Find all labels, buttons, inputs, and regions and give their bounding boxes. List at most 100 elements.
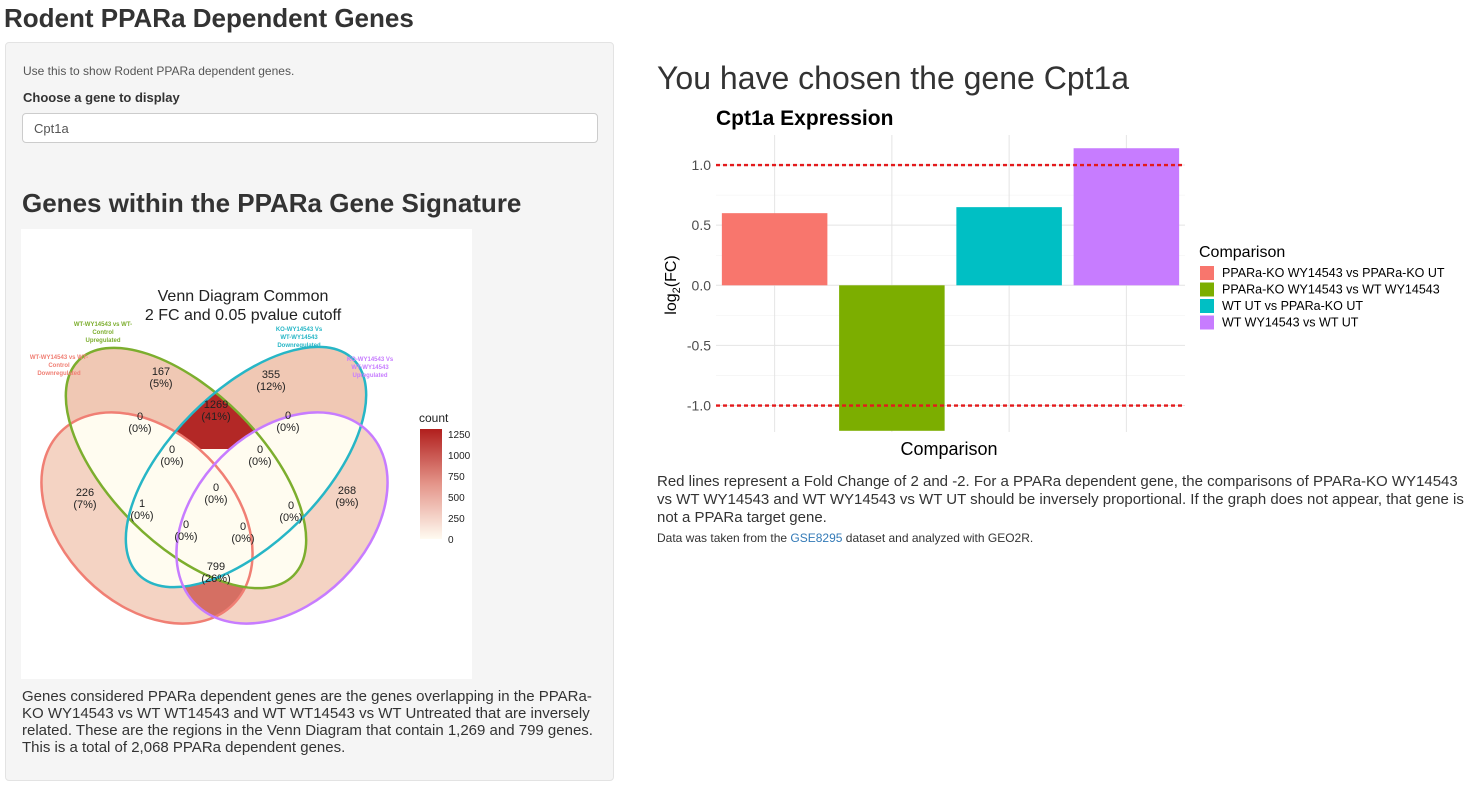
data-source-text: Data was taken from the GSE8295 dataset …: [657, 531, 1033, 545]
venn-set-outline: [64, 346, 308, 590]
svg-text:226: 226: [76, 487, 94, 499]
y-tick-label: 0.5: [692, 217, 712, 233]
svg-text:(0%): (0%): [248, 456, 271, 468]
gse8295-link[interactable]: GSE8295: [790, 531, 843, 545]
legend-swatch: [1200, 299, 1214, 313]
svg-text:(0%): (0%): [276, 422, 299, 434]
svg-text:Downregulated: Downregulated: [37, 371, 81, 377]
venn-set-outline: [124, 345, 368, 589]
svg-text:0: 0: [213, 482, 219, 494]
svg-text:WT-WY14543: WT-WY14543: [351, 365, 389, 371]
svg-text:167: 167: [152, 366, 170, 378]
svg-text:0: 0: [448, 535, 454, 546]
y-tick-label: 1.0: [692, 157, 712, 173]
svg-text:count: count: [419, 411, 449, 425]
legend-swatch: [1200, 266, 1214, 280]
svg-text:Venn Diagram Common: Venn Diagram Common: [158, 288, 329, 305]
svg-text:(0%): (0%): [279, 512, 302, 524]
svg-text:(9%): (9%): [335, 497, 358, 509]
legend-label: PPARa-KO WY14543 vs PPARa-KO UT: [1222, 266, 1445, 280]
svg-text:268: 268: [338, 485, 356, 497]
venn-set-outline: [40, 411, 254, 625]
y-tick-label: 0.0: [692, 277, 712, 293]
y-tick-labels: -1.0 -0.5 0.0 0.5 1.0: [687, 157, 711, 413]
svg-text:0: 0: [169, 444, 175, 456]
svg-text:WT-WY14543: WT-WY14543: [280, 335, 318, 341]
legend-swatch: [1200, 315, 1214, 330]
gene-select-label: Choose a gene to display: [23, 90, 180, 105]
svg-text:Control: Control: [92, 330, 114, 336]
fold-change-note: Red lines represent a Fold Change of 2 a…: [657, 473, 1464, 526]
y-tick-label: -1.0: [687, 398, 711, 414]
legend-swatch: [1200, 282, 1214, 297]
svg-text:(0%): (0%): [174, 531, 197, 543]
y-axis-label: log2(FC): [663, 255, 683, 314]
bar: [1073, 148, 1180, 286]
svg-text:0: 0: [288, 500, 294, 512]
venn-region-labels: 226(7%) 167(5%) 355(12%) 268(9%) 1269(41…: [73, 366, 358, 585]
legend-label: WT WY14543 vs WT UT: [1222, 316, 1359, 330]
data-source-suffix: dataset and analyzed with GEO2R.: [842, 531, 1034, 545]
svg-text:1269: 1269: [204, 399, 228, 411]
svg-text:Control: Control: [48, 363, 70, 369]
data-source-prefix: Data was taken from the: [657, 531, 791, 545]
svg-text:(7%): (7%): [73, 499, 96, 511]
svg-text:WT-WY14543 vs WT-: WT-WY14543 vs WT-: [30, 355, 88, 361]
x-axis-label: Comparison: [900, 439, 997, 459]
signature-heading: Genes within the PPARa Gene Signature: [22, 188, 522, 218]
svg-text:750: 750: [448, 472, 465, 483]
svg-text:(41%): (41%): [201, 411, 230, 423]
venn-diagram-image: Venn Diagram Common 2 FC and 0.05 pvalue…: [21, 229, 472, 679]
svg-text:0: 0: [183, 519, 189, 531]
svg-text:Downregulated: Downregulated: [277, 343, 321, 349]
reference-lines: [716, 163, 1185, 407]
svg-text:1: 1: [139, 498, 145, 510]
svg-text:(0%): (0%): [231, 533, 254, 545]
venn-set-outline: [175, 411, 389, 625]
app-title: Rodent PPARa Dependent Genes: [4, 3, 414, 33]
svg-text:0: 0: [285, 410, 291, 422]
svg-text:(12%): (12%): [256, 381, 285, 393]
venn-count-legend: count 1250 1000 750 500 250 0: [419, 411, 471, 546]
bar: [839, 285, 945, 431]
legend-label: WT UT vs PPARa-KO UT: [1222, 299, 1363, 313]
bar: [956, 207, 1062, 286]
svg-text:1000: 1000: [448, 451, 471, 462]
svg-text:355: 355: [262, 369, 280, 381]
svg-text:KO-WY14543 Vs: KO-WY14543 Vs: [347, 357, 394, 363]
signature-description: Genes considered PPARa dependent genes a…: [22, 688, 593, 756]
venn-set-labels: WT-WY14543 vs WT- Control Downregulated …: [30, 322, 394, 379]
chart-title: Cpt1a Expression: [716, 107, 893, 130]
gene-input[interactable]: [22, 113, 598, 143]
venn-fills: [41, 346, 388, 624]
svg-text:Upregulated: Upregulated: [352, 373, 387, 379]
svg-text:(26%): (26%): [201, 573, 230, 585]
svg-text:Upregulated: Upregulated: [85, 338, 120, 344]
legend-title: Comparison: [1199, 244, 1285, 261]
svg-text:(5%): (5%): [149, 378, 172, 390]
svg-text:KO-WY14543 Vs: KO-WY14543 Vs: [276, 327, 323, 333]
bar: [721, 213, 828, 286]
sidebar-intro-text: Use this to show Rodent PPARa dependent …: [23, 64, 295, 78]
svg-text:0: 0: [240, 521, 246, 533]
expression-bar-chart: Cpt1a Expression -1.0 -0.5 0.0 0.5 1.0 Compa…: [663, 107, 1445, 459]
svg-text:250: 250: [448, 514, 465, 525]
svg-text:1250: 1250: [448, 430, 471, 441]
svg-text:WT-WY14543 vs WT-: WT-WY14543 vs WT-: [74, 322, 132, 328]
sidebar-panel: Use this to show Rodent PPARa dependent …: [5, 42, 614, 781]
svg-text:0: 0: [137, 411, 143, 423]
venn-title: Venn Diagram Common 2 FC and 0.05 pvalue…: [145, 288, 342, 324]
svg-text:2 FC and 0.05 pvalue cutoff: 2 FC and 0.05 pvalue cutoff: [145, 307, 342, 324]
svg-text:(0%): (0%): [130, 510, 153, 522]
svg-text:799: 799: [207, 561, 225, 573]
svg-text:(0%): (0%): [128, 423, 151, 435]
svg-text:(0%): (0%): [160, 456, 183, 468]
svg-text:(0%): (0%): [204, 494, 227, 506]
chart-legend: PPARa-KO WY14543 vs PPARa-KO UT PPARa-KO …: [1200, 266, 1445, 330]
legend-label: PPARa-KO WY14543 vs WT WY14543: [1222, 283, 1440, 297]
y-tick-label: -0.5: [687, 337, 711, 353]
venn-outlines: [40, 345, 389, 625]
selected-gene-heading: You have chosen the gene Cpt1a: [657, 60, 1130, 96]
svg-text:0: 0: [257, 444, 263, 456]
venn-diagram: Venn Diagram Common 2 FC and 0.05 pvalue…: [30, 288, 471, 625]
